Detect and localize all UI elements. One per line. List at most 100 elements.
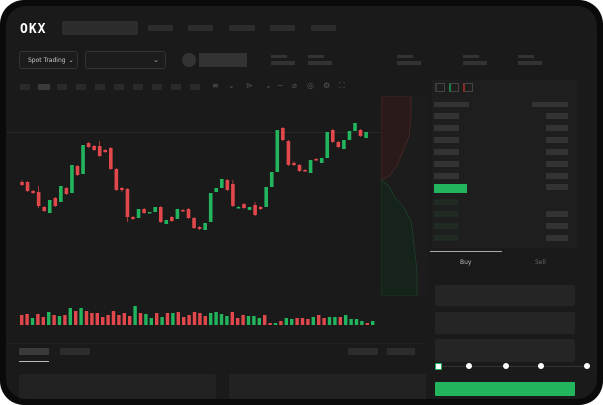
ask-amount <box>546 173 568 179</box>
chevron-down-icon[interactable]: ⌄ <box>228 81 235 90</box>
layout-asks-icon[interactable] <box>463 83 473 92</box>
chevron-down-icon[interactable]: ⌄ <box>265 81 272 90</box>
volume-bar <box>236 318 240 325</box>
ruler-icon[interactable]: ⌀ <box>292 81 297 90</box>
candle <box>103 149 108 153</box>
pair-dropdown[interactable]: ⌄ <box>85 51 166 69</box>
bid-price <box>434 211 458 217</box>
total-input[interactable] <box>435 339 575 362</box>
timeframe-button[interactable] <box>114 84 124 90</box>
candle <box>25 181 30 192</box>
amount-input[interactable] <box>435 312 575 334</box>
slider-track[interactable] <box>438 366 588 367</box>
search-placeholder[interactable] <box>62 21 138 35</box>
filter-placeholder[interactable] <box>348 348 378 355</box>
volume-bar <box>263 315 267 325</box>
volume-bar <box>149 318 153 325</box>
candle <box>147 212 152 214</box>
nav-item[interactable] <box>188 25 213 31</box>
depth-asks-area <box>381 96 412 181</box>
candle <box>220 179 224 188</box>
slider-stop[interactable] <box>466 363 472 369</box>
line-icon[interactable]: ∼ <box>277 81 284 90</box>
layout-both-icon[interactable] <box>435 83 445 92</box>
volume-bar <box>47 312 51 325</box>
volume-bar <box>90 313 94 325</box>
orders-card <box>19 374 216 399</box>
timeframe-button[interactable] <box>133 84 143 90</box>
volume-bar <box>338 317 342 325</box>
nav-item[interactable] <box>148 25 173 31</box>
slider-stop[interactable] <box>503 363 509 369</box>
volume-bar <box>95 313 99 325</box>
candle <box>303 169 307 172</box>
volume-bar <box>182 317 186 325</box>
market-dropdown[interactable]: Spot Trading ⌄ <box>19 51 78 69</box>
bid-price <box>434 223 458 229</box>
divider <box>6 343 426 344</box>
volume-bar <box>333 317 337 325</box>
tab-open-orders[interactable] <box>19 348 49 355</box>
stat-label <box>308 55 324 58</box>
timeframe-button[interactable] <box>38 84 50 90</box>
nav-item[interactable] <box>270 25 295 31</box>
volume-bar <box>101 317 105 325</box>
candle-body <box>297 165 302 171</box>
tab-sell[interactable]: Sell <box>535 259 546 266</box>
filter-placeholder[interactable] <box>387 348 415 355</box>
timeframe-button[interactable] <box>152 84 162 90</box>
candle-body <box>336 142 341 147</box>
indicator-icon[interactable]: ≡ <box>212 81 219 90</box>
tab-order-history[interactable] <box>60 348 90 355</box>
timeframe-button[interactable] <box>190 84 200 90</box>
layout-bids-icon[interactable] <box>449 83 459 92</box>
candle <box>308 160 313 173</box>
price-placeholder <box>199 53 247 67</box>
nav-item[interactable] <box>229 25 255 31</box>
candle-body <box>264 187 268 207</box>
timeframe-button[interactable] <box>57 84 67 90</box>
candle-body <box>275 130 280 172</box>
timeframe-button[interactable] <box>95 84 105 90</box>
tab-buy[interactable]: Buy <box>460 259 472 266</box>
volume-bar <box>252 316 256 325</box>
volume-bar <box>279 321 283 325</box>
candlestick-chart[interactable] <box>6 6 426 336</box>
fullscreen-icon[interactable]: ⛶ <box>339 81 345 90</box>
depth-chart <box>381 96 427 296</box>
candle <box>192 217 196 229</box>
candle <box>142 208 146 214</box>
candle <box>203 223 207 230</box>
ask-price <box>434 161 459 167</box>
timeframe-button[interactable] <box>76 84 86 90</box>
price-input[interactable] <box>435 285 575 306</box>
orderbook-header-price <box>434 102 469 107</box>
app-screen: OKX Spot Trading ⌄ ⌄ ≡ ⌄ ⊳ ⌄ ∼ ⌀ ◎ ⚙ ⛶ Buy Sell <box>6 6 597 399</box>
slider-stop[interactable] <box>538 363 544 369</box>
grid-line <box>6 132 381 133</box>
candle <box>186 208 191 219</box>
volume-bar <box>128 316 132 325</box>
candle <box>125 188 130 222</box>
ask-price <box>434 113 459 119</box>
nav-item[interactable] <box>311 25 336 31</box>
ask-amount <box>546 113 568 119</box>
buy-button[interactable] <box>435 382 575 396</box>
timeframe-button[interactable] <box>20 84 30 90</box>
volume-bar <box>300 318 305 325</box>
candle-body <box>325 132 330 158</box>
candle-body <box>286 141 291 165</box>
ask-amount <box>546 184 568 190</box>
candle <box>342 140 346 149</box>
slider-handle[interactable] <box>435 363 442 370</box>
candle <box>281 127 285 141</box>
candle-body <box>114 169 119 190</box>
draw-tool-icon[interactable]: ⊳ <box>246 81 253 90</box>
candle-body <box>92 146 96 150</box>
bid-amount <box>546 223 568 229</box>
camera-icon[interactable]: ◎ <box>307 81 314 90</box>
settings-icon[interactable]: ⚙ <box>323 81 331 90</box>
timeframe-button[interactable] <box>171 84 181 90</box>
slider-stop[interactable] <box>584 363 590 369</box>
stat-value <box>463 61 487 65</box>
